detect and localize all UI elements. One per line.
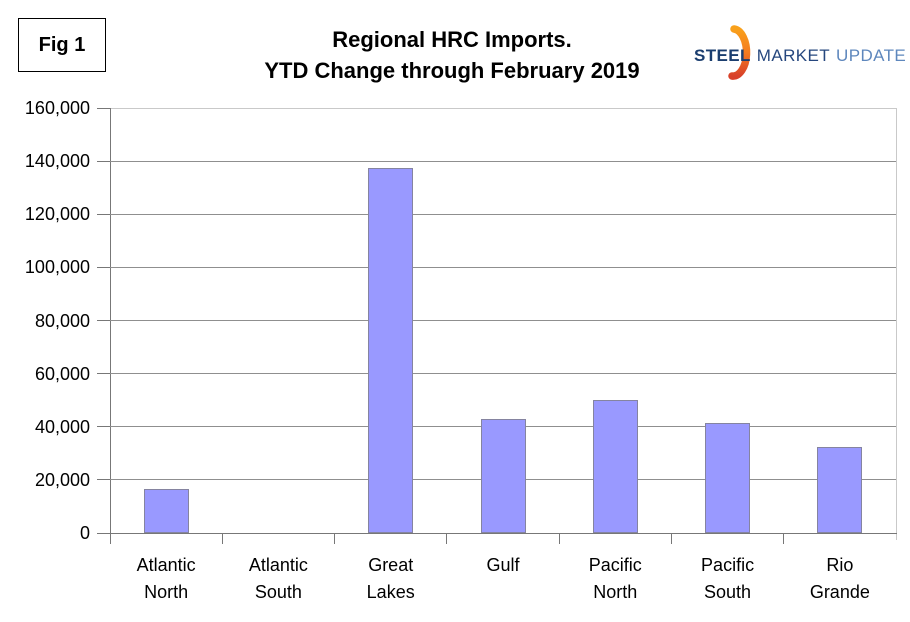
- y-axis-tick-140000: [97, 160, 110, 162]
- gridline-100000: [110, 266, 896, 268]
- x-axis-label-pacific-north: Pacific North: [555, 552, 675, 606]
- y-axis-tick-100000: [97, 266, 110, 268]
- x-axis-label-line: South: [704, 582, 752, 602]
- x-axis-tick-4: [558, 533, 560, 544]
- x-axis-label-line: Pacific: [588, 555, 642, 575]
- gridline-140000: [110, 160, 896, 162]
- x-axis-label-line: Lakes: [366, 582, 415, 602]
- bar-pacific-north: [592, 400, 638, 533]
- x-axis-label-line: Atlantic: [136, 555, 196, 575]
- x-axis-label-rio-grande: Rio Grande: [780, 552, 900, 606]
- bar-great-lakes: [368, 168, 414, 533]
- logo-word-update: UPDATE: [836, 46, 907, 65]
- gridline-120000: [110, 213, 896, 215]
- figure-label: Fig 1: [38, 33, 86, 56]
- gridline-60000: [110, 373, 896, 375]
- x-axis-label-line: Rio: [826, 555, 854, 575]
- orange-swoosh-icon: [728, 25, 751, 80]
- y-axis-tick-20000: [97, 479, 110, 481]
- chart-title-line2: YTD Change through February 2019: [264, 58, 640, 83]
- x-axis-label-line: Pacific: [701, 555, 755, 575]
- x-axis-label-line: Atlantic: [248, 555, 308, 575]
- x-axis-tick-6: [783, 533, 785, 544]
- x-axis-label-line: Great: [368, 555, 414, 575]
- y-axis-label-20000: 20,000: [34, 469, 90, 490]
- y-axis-label-160000: 160,000: [24, 98, 90, 118]
- figure-label-box: Fig 1: [18, 18, 106, 72]
- x-axis-label-atlantic-north: Atlantic North: [106, 552, 226, 606]
- logo-word-market: MARKET: [756, 46, 831, 65]
- y-axis-label-0: 0: [79, 523, 90, 543]
- x-axis-tick-1: [221, 533, 223, 544]
- y-axis-tick-80000: [97, 320, 110, 321]
- bar-atlantic-north: [143, 489, 189, 533]
- x-axis-tick-0: [109, 533, 111, 544]
- y-axis-tick-40000: [97, 426, 110, 428]
- y-axis-label-80000: 80,000: [34, 310, 90, 331]
- bar-gulf: [480, 419, 526, 533]
- x-axis-label-great-lakes: Great Lakes: [331, 552, 451, 606]
- plot-border-top: [110, 108, 897, 109]
- y-axis-label-120000: 120,000: [24, 204, 90, 225]
- plot-border-right: [896, 108, 897, 540]
- bar-pacific-south: [705, 423, 751, 533]
- y-axis-label-40000: 40,000: [34, 416, 90, 437]
- logo-text: STEEL MARKET UPDATE: [694, 46, 906, 66]
- y-axis-label-60000: 60,000: [34, 363, 90, 384]
- y-axis-tick-0: [97, 532, 110, 534]
- y-axis-label-140000: 140,000: [24, 151, 90, 172]
- x-axis-label-line: Grande: [809, 582, 870, 602]
- x-axis-tick-5: [670, 533, 672, 544]
- x-axis-label-line: North: [144, 582, 189, 602]
- x-axis-label-gulf: Gulf: [443, 552, 563, 579]
- y-axis-line: [110, 108, 111, 534]
- x-axis-label-line: Gulf: [486, 555, 520, 575]
- x-axis-label-atlantic-south: Atlantic South: [218, 552, 338, 606]
- x-axis-line: [97, 533, 897, 534]
- y-axis-label-100000: 100,000: [24, 257, 90, 278]
- x-axis-label-line: South: [254, 582, 302, 602]
- gridline-80000: [110, 320, 896, 321]
- x-axis-label-pacific-south: Pacific South: [668, 552, 788, 606]
- x-axis-label-line: North: [593, 582, 638, 602]
- x-axis-tick-2: [334, 533, 336, 544]
- y-axis-tick-60000: [97, 373, 110, 375]
- y-axis-tick-160000: [97, 107, 110, 109]
- x-axis-tick-3: [446, 533, 448, 544]
- chart-title: Regional HRC Imports. YTD Change through…: [172, 24, 732, 86]
- steel-market-update-logo: STEEL MARKET UPDATE: [694, 22, 906, 82]
- y-axis-tick-120000: [97, 213, 110, 215]
- logo-word-steel: STEEL: [694, 46, 751, 65]
- chart-title-line1: Regional HRC Imports.: [332, 27, 572, 52]
- bar-rio-grande: [817, 447, 863, 533]
